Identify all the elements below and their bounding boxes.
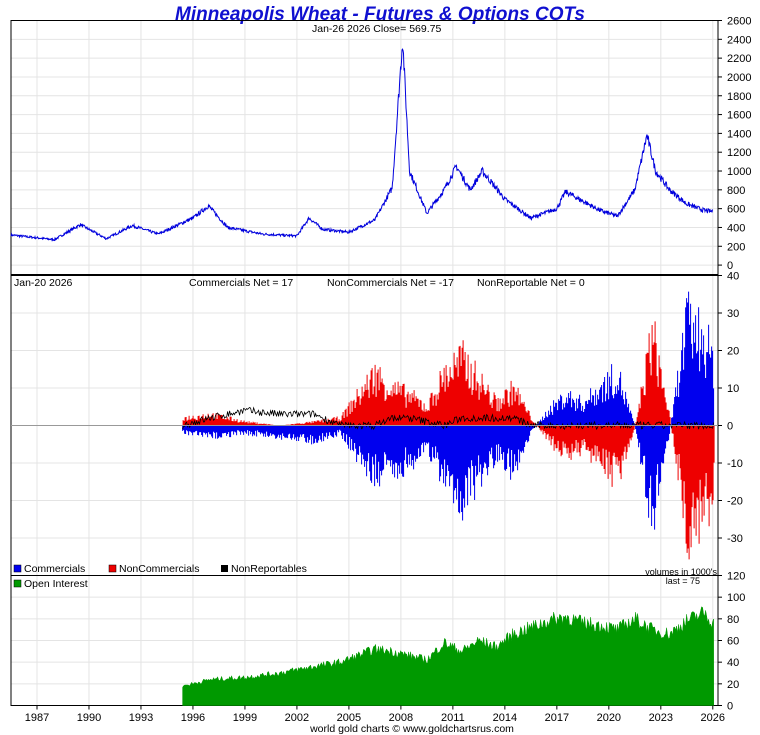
oi-ytick-label: 80 bbox=[727, 614, 739, 626]
price-ytick-label: 400 bbox=[727, 222, 745, 234]
cot-ytick-label: 10 bbox=[727, 383, 739, 395]
price-header: Jan-26 2026 Close= 569.75 bbox=[312, 23, 441, 35]
price-ytick-label: 2000 bbox=[727, 72, 751, 84]
commercials-net-label: Commercials Net = 17 bbox=[189, 277, 293, 289]
price-panel-frame bbox=[10, 20, 719, 275]
price-ytick-label: 600 bbox=[727, 204, 745, 216]
cot-ytick-label: -20 bbox=[727, 496, 743, 508]
x-tick-label: 2026 bbox=[701, 712, 725, 724]
x-tick-label: 1993 bbox=[129, 712, 153, 724]
price-ytick-label: 1000 bbox=[727, 166, 751, 178]
price-ytick-label: 2600 bbox=[727, 16, 751, 28]
grid-layer bbox=[11, 20, 718, 706]
legend-swatch-noncommercials bbox=[108, 564, 117, 573]
x-tick-label: 2020 bbox=[597, 712, 621, 724]
x-tick-label: 1999 bbox=[233, 712, 257, 724]
oi-ytick-label: 60 bbox=[727, 636, 739, 648]
oi-ytick-label: 120 bbox=[727, 571, 745, 583]
legend-swatch-commercials bbox=[13, 564, 22, 573]
legend-label-nonreportables: NonReportables bbox=[231, 563, 307, 575]
x-tick-label: 2008 bbox=[389, 712, 413, 724]
price-line bbox=[10, 48, 713, 242]
price-ytick-label: 800 bbox=[727, 185, 745, 197]
legend-label-noncommercials: NonCommercials bbox=[119, 563, 200, 575]
x-tick-label: 2005 bbox=[337, 712, 361, 724]
oi-ytick-label: 0 bbox=[727, 701, 733, 713]
cot-ytick-label: -10 bbox=[727, 458, 743, 470]
price-ytick-label: 1400 bbox=[727, 128, 751, 140]
price-ytick-label: 1200 bbox=[727, 147, 751, 159]
cot-ytick-label: 20 bbox=[727, 346, 739, 358]
x-tick-label: 1996 bbox=[181, 712, 205, 724]
footer-credit: world gold charts © www.goldchartsrus.co… bbox=[309, 723, 514, 735]
price-series bbox=[10, 48, 713, 242]
x-tick-label: 1987 bbox=[25, 712, 49, 724]
noncommercials-net-label: NonCommercials Net = -17 bbox=[327, 277, 454, 289]
price-ytick-label: 200 bbox=[727, 241, 745, 253]
open-interest-area bbox=[182, 606, 714, 706]
cot-date-label: Jan-20 2026 bbox=[14, 277, 73, 289]
price-ytick-label: 1600 bbox=[727, 110, 751, 122]
legend-label-open-interest: Open Interest bbox=[24, 578, 88, 590]
x-tick-label: 2011 bbox=[441, 712, 465, 724]
oi-ytick-label: 100 bbox=[727, 592, 745, 604]
y-axis-ticks: 0200400600800100012001400160018002000220… bbox=[718, 16, 751, 713]
price-ytick-label: 0 bbox=[727, 260, 733, 272]
cot-ytick-label: -30 bbox=[727, 533, 743, 545]
last-note: last = 75 bbox=[666, 576, 700, 586]
x-axis-ticks: 1987 1990 1993 1996 1999 2002 2005 2008 2011 2014… bbox=[25, 705, 725, 724]
legend-swatch-nonreportables bbox=[221, 565, 228, 572]
oi-legend: Open Interest bbox=[13, 578, 88, 590]
cot-series bbox=[11, 291, 718, 560]
price-ytick-label: 1800 bbox=[727, 91, 751, 103]
oi-ytick-label: 20 bbox=[727, 679, 739, 691]
cot-ytick-label: 0 bbox=[727, 421, 733, 433]
x-tick-label: 1990 bbox=[77, 712, 101, 724]
price-ytick-label: 2200 bbox=[727, 53, 751, 65]
nonreportable-net-label: NonReportable Net = 0 bbox=[477, 277, 585, 289]
legend-swatch-open-interest bbox=[13, 579, 22, 588]
volume-note: volumes in 1000's bbox=[645, 567, 717, 577]
cot-ytick-label: 40 bbox=[727, 271, 739, 283]
x-tick-label: 2017 bbox=[545, 712, 569, 724]
cot-legend: Commercials NonCommercials NonReportable… bbox=[13, 563, 307, 575]
legend-label-commercials: Commercials bbox=[24, 563, 85, 575]
x-tick-label: 2002 bbox=[285, 712, 309, 724]
x-tick-label: 2014 bbox=[493, 712, 517, 724]
price-ytick-label: 2400 bbox=[727, 34, 751, 46]
cot-ytick-label: 30 bbox=[727, 308, 739, 320]
oi-ytick-label: 40 bbox=[727, 657, 739, 669]
chart-title: Minneapolis Wheat - Futures & Options CO… bbox=[175, 4, 585, 25]
open-interest-series bbox=[182, 606, 714, 706]
x-tick-label: 2023 bbox=[649, 712, 673, 724]
